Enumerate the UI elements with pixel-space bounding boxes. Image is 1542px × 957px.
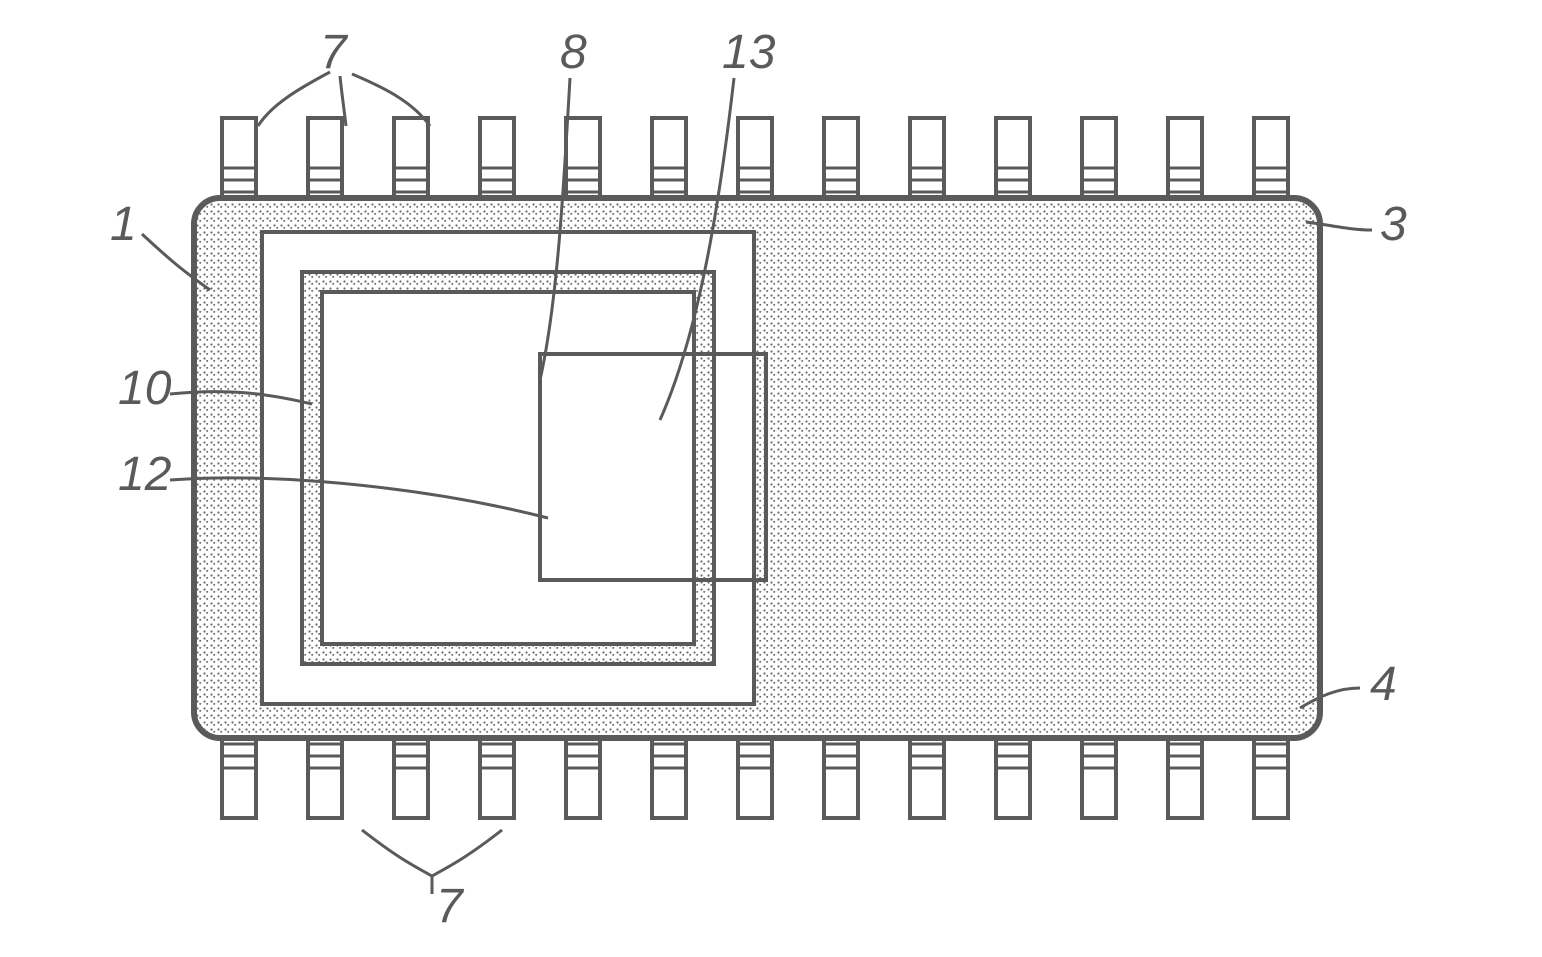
pin-top [1082, 118, 1116, 198]
label-L8: 8 [560, 26, 587, 79]
pin-top [394, 118, 428, 198]
label-L7a: 7 [320, 26, 349, 79]
pin-bottom [652, 738, 686, 818]
label-L4: 4 [1370, 658, 1397, 711]
pin-bottom [1082, 738, 1116, 818]
pin-top [1168, 118, 1202, 198]
label-L3: 3 [1380, 198, 1407, 251]
pin-top [566, 118, 600, 198]
pin-bottom [222, 738, 256, 818]
pin-bottom [394, 738, 428, 818]
pin-top [824, 118, 858, 198]
label-L1: 1 [110, 198, 137, 251]
pin-bottom [1254, 738, 1288, 818]
pin-bottom [566, 738, 600, 818]
pin-top [222, 118, 256, 198]
pin-bottom [910, 738, 944, 818]
pin-top [1254, 118, 1288, 198]
pin-bottom [1168, 738, 1202, 818]
label-L13: 13 [722, 26, 776, 79]
label-L10: 10 [118, 362, 172, 415]
pin-bottom [308, 738, 342, 818]
pin-bottom [824, 738, 858, 818]
label-L12: 12 [118, 448, 171, 501]
pin-top [652, 118, 686, 198]
pin-bottom [738, 738, 772, 818]
pin-top [910, 118, 944, 198]
pin-bottom [480, 738, 514, 818]
label-L7b: 7 [436, 880, 465, 933]
pin-top [308, 118, 342, 198]
pin-bottom [996, 738, 1030, 818]
pin-top [480, 118, 514, 198]
pin-top [996, 118, 1030, 198]
leader-L7b_brace [362, 830, 502, 876]
stipple-fill [194, 198, 1320, 738]
pin-top [738, 118, 772, 198]
